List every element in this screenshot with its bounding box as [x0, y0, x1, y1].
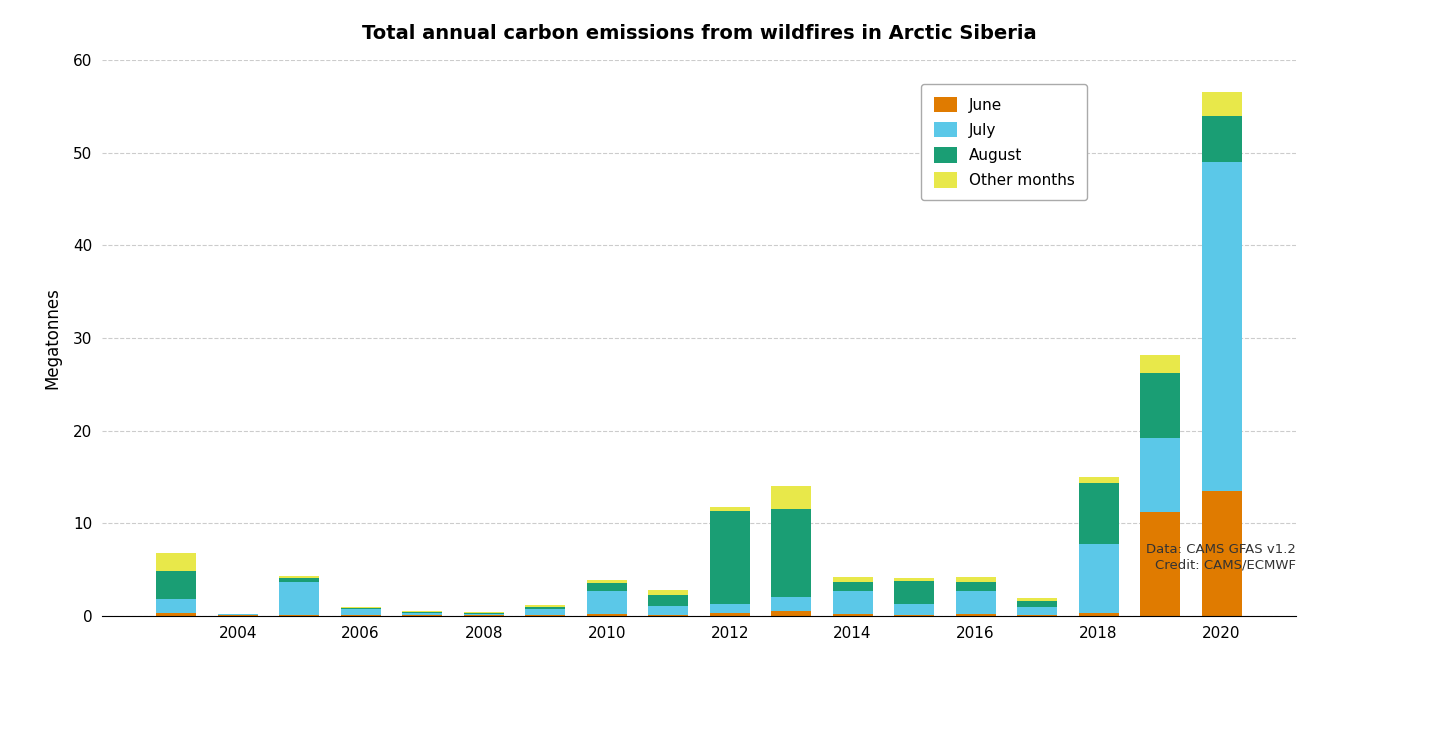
- Title: Total annual carbon emissions from wildfires in Arctic Siberia: Total annual carbon emissions from wildf…: [361, 24, 1037, 44]
- Bar: [280, 615, 319, 616]
- Bar: [1201, 92, 1242, 116]
- Bar: [402, 613, 443, 615]
- Bar: [648, 590, 689, 595]
- Text: Data: CAMS GFAS v1.2
Credit: CAMS/ECMWF: Data: CAMS GFAS v1.2 Credit: CAMS/ECMWF: [1146, 544, 1296, 572]
- Text: Copernicus Climate Change Service
European State of the Climate | 2020: Copernicus Climate Change Service Europe…: [44, 691, 303, 721]
- Bar: [280, 578, 319, 583]
- Bar: [894, 604, 935, 615]
- Bar: [648, 615, 689, 616]
- Bar: [1140, 373, 1179, 438]
- Bar: [648, 605, 689, 615]
- Bar: [1018, 608, 1057, 615]
- Bar: [833, 591, 872, 614]
- Bar: [341, 608, 380, 609]
- Bar: [894, 578, 935, 581]
- Bar: [1140, 438, 1179, 512]
- Bar: [526, 609, 565, 615]
- Bar: [526, 607, 565, 609]
- Bar: [772, 611, 811, 616]
- Bar: [1079, 613, 1118, 616]
- Bar: [280, 583, 319, 615]
- Bar: [955, 591, 996, 614]
- Bar: [402, 611, 443, 613]
- Legend: June, July, August, Other months: June, July, August, Other months: [922, 84, 1086, 201]
- Bar: [709, 506, 750, 511]
- Bar: [1018, 615, 1057, 616]
- Bar: [894, 615, 935, 616]
- Bar: [156, 553, 197, 572]
- Bar: [463, 614, 504, 615]
- Bar: [1079, 477, 1118, 484]
- Bar: [1140, 512, 1179, 616]
- Bar: [1079, 544, 1118, 613]
- Bar: [1201, 162, 1242, 491]
- Bar: [341, 609, 380, 615]
- Bar: [587, 614, 626, 616]
- Bar: [894, 581, 935, 604]
- Bar: [1201, 116, 1242, 162]
- Bar: [587, 584, 626, 591]
- Bar: [833, 614, 872, 616]
- Bar: [648, 595, 689, 605]
- Y-axis label: Megatonnes: Megatonnes: [44, 287, 61, 389]
- Bar: [218, 614, 258, 615]
- Bar: [833, 581, 872, 591]
- Bar: [1079, 484, 1118, 544]
- Bar: [772, 509, 811, 597]
- Bar: [955, 614, 996, 616]
- Bar: [587, 580, 626, 584]
- Bar: [1018, 601, 1057, 608]
- Bar: [955, 581, 996, 591]
- Text: ECMWF: ECMWF: [1278, 694, 1383, 718]
- Bar: [955, 577, 996, 581]
- Bar: [156, 599, 197, 613]
- Bar: [280, 576, 319, 578]
- Bar: [1018, 599, 1057, 601]
- Bar: [156, 613, 197, 616]
- Bar: [833, 577, 872, 581]
- Bar: [709, 604, 750, 613]
- Bar: [156, 572, 197, 599]
- Bar: [1201, 491, 1242, 616]
- Bar: [709, 613, 750, 616]
- Bar: [709, 511, 750, 604]
- Bar: [1140, 354, 1179, 373]
- Bar: [587, 591, 626, 614]
- Bar: [463, 613, 504, 614]
- Text: Copernicus: Copernicus: [665, 696, 791, 716]
- Bar: [772, 486, 811, 509]
- Bar: [526, 605, 565, 607]
- Bar: [772, 597, 811, 611]
